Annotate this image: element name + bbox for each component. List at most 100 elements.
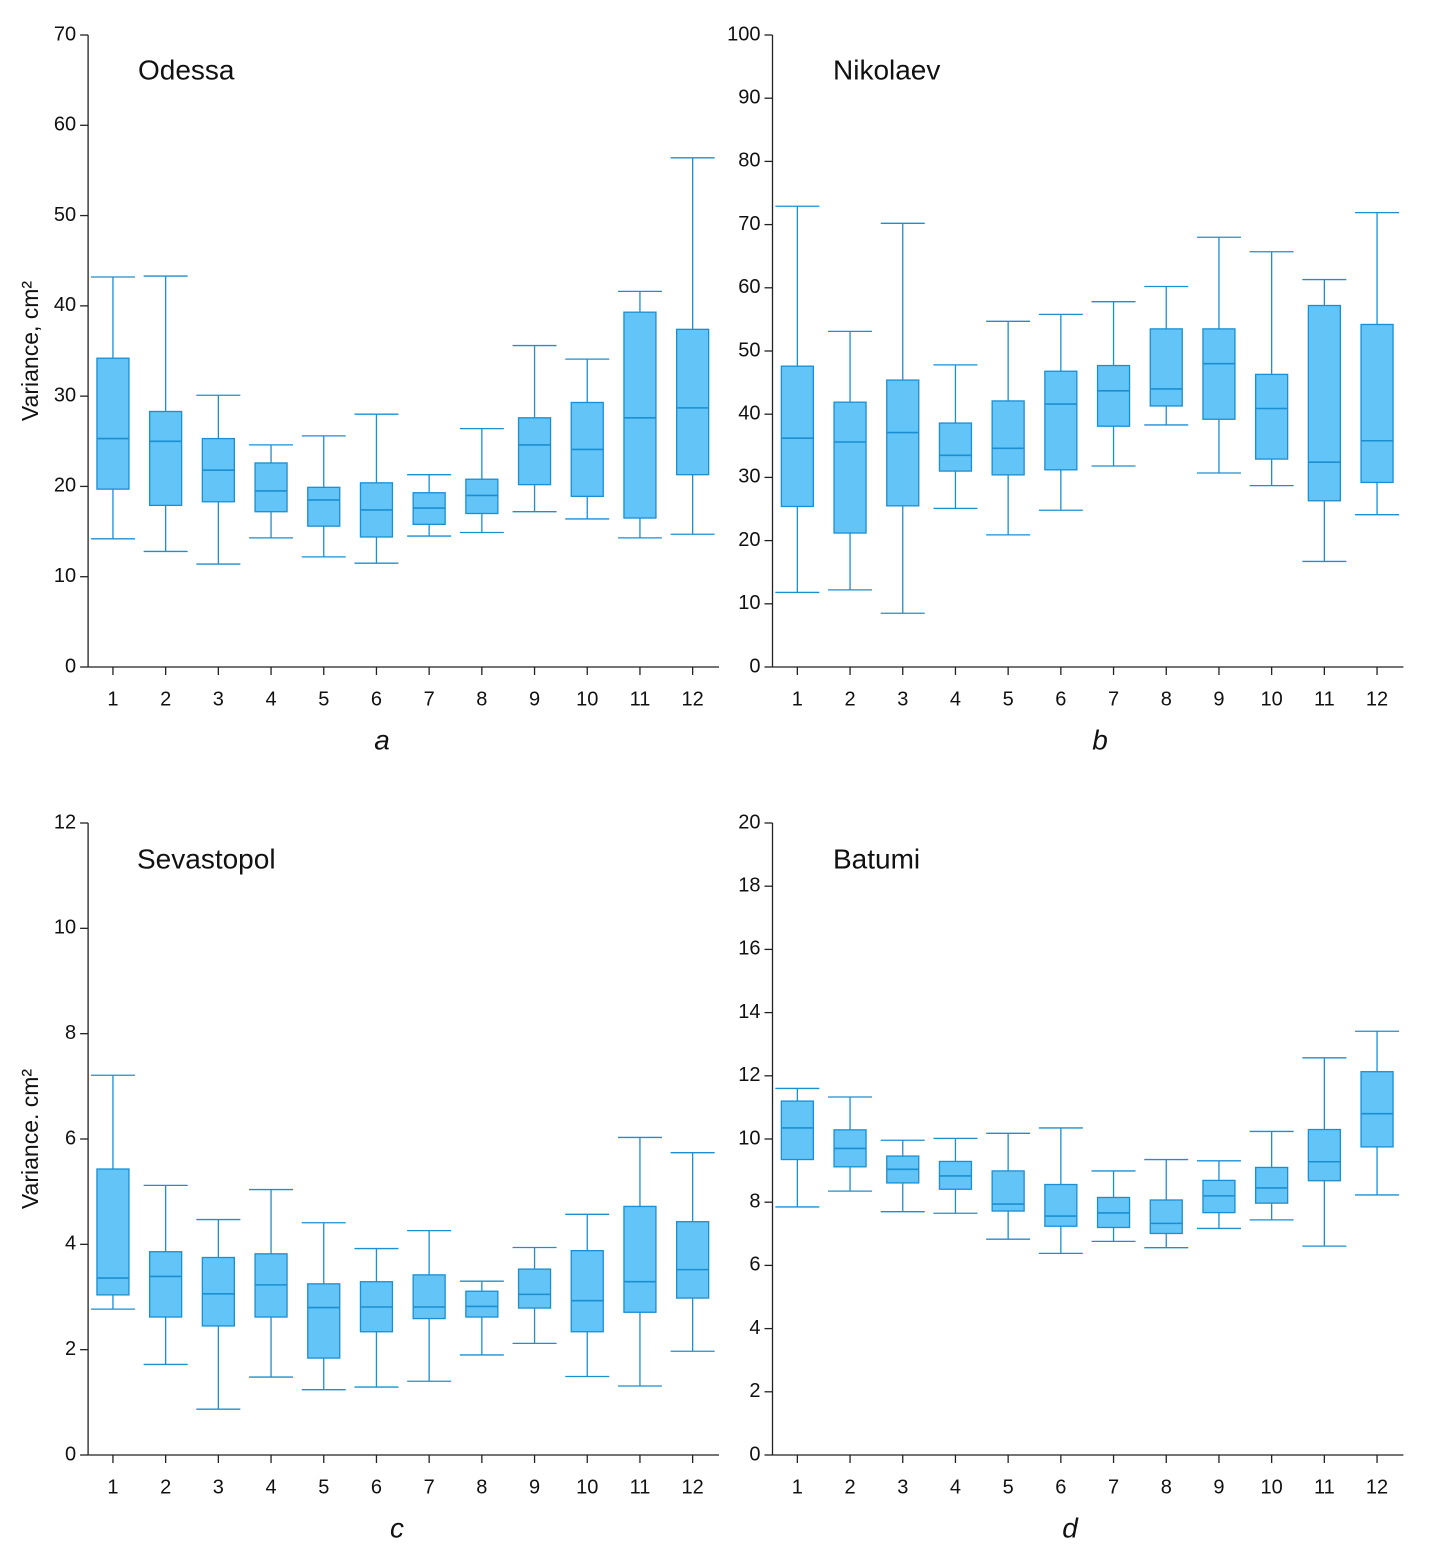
x-tick-label: 5 <box>1003 1476 1014 1498</box>
panel-label: d <box>1062 1512 1079 1543</box>
x-tick-label: 9 <box>1213 1476 1224 1498</box>
x-tick-label: 3 <box>897 1476 908 1498</box>
box <box>1255 1166 1289 1204</box>
y-tick-label: 16 <box>738 938 760 960</box>
y-tick-label: 40 <box>738 402 760 424</box>
y-tick-label: 12 <box>54 811 76 833</box>
x-tick-label: 5 <box>318 688 329 710</box>
panel-title: Odessa <box>138 54 235 85</box>
box <box>148 1251 183 1318</box>
box <box>517 417 552 486</box>
x-tick-label: 2 <box>160 688 171 710</box>
box <box>1149 1199 1183 1235</box>
box <box>1044 370 1078 471</box>
panel-label: a <box>374 724 390 755</box>
x-tick-label: 7 <box>1108 688 1119 710</box>
y-tick-label: 2 <box>65 1338 76 1360</box>
x-tick-label: 11 <box>630 688 651 710</box>
box <box>676 328 710 476</box>
x-tick-label: 12 <box>682 1476 704 1498</box>
box <box>1307 1128 1341 1182</box>
y-tick-label: 50 <box>54 204 76 226</box>
x-tick-label: 7 <box>424 1476 435 1498</box>
x-tick-label: 11 <box>630 1476 651 1498</box>
x-tick-label: 10 <box>1261 688 1283 710</box>
box <box>465 478 499 515</box>
x-tick-label: 7 <box>424 688 435 710</box>
box <box>938 422 973 472</box>
y-tick-label: 80 <box>738 150 760 172</box>
box <box>1360 1071 1394 1148</box>
box <box>254 462 288 513</box>
x-tick-label: 9 <box>529 1476 540 1498</box>
x-tick-label: 4 <box>265 1476 276 1498</box>
y-tick-label: 60 <box>738 276 760 298</box>
y-tick-label: 6 <box>749 1254 760 1276</box>
x-tick-label: 8 <box>476 688 487 710</box>
x-tick-label: 1 <box>792 688 803 710</box>
x-tick-label: 8 <box>1161 1476 1172 1498</box>
y-tick-label: 8 <box>749 1190 760 1212</box>
y-tick-label: 0 <box>65 1443 76 1465</box>
y-tick-label: 100 <box>727 23 760 45</box>
x-tick-label: 6 <box>371 688 382 710</box>
y-axis-label: Variance, cm² <box>17 281 43 422</box>
box <box>96 357 130 490</box>
y-tick-label: 8 <box>65 1022 76 1044</box>
y-tick-label: 10 <box>738 1127 760 1149</box>
x-tick-label: 4 <box>265 688 276 710</box>
box <box>412 1274 446 1320</box>
box <box>570 1250 604 1333</box>
y-axis-label: Variance. cm² <box>17 1069 43 1210</box>
x-tick-label: 6 <box>1055 688 1066 710</box>
y-tick-label: 50 <box>738 339 760 361</box>
box <box>1255 373 1289 460</box>
x-tick-label: 1 <box>792 1476 803 1498</box>
x-tick-label: 2 <box>160 1476 171 1498</box>
y-tick-label: 14 <box>738 1001 760 1023</box>
y-tick-label: 6 <box>65 1127 76 1149</box>
box <box>1360 323 1394 484</box>
y-tick-label: 90 <box>738 86 760 108</box>
y-tick-label: 2 <box>749 1380 760 1402</box>
x-tick-label: 9 <box>1213 688 1224 710</box>
x-tick-label: 12 <box>682 688 704 710</box>
x-tick-label: 2 <box>844 1476 855 1498</box>
panel-title: Batumi <box>833 843 920 874</box>
x-tick-label: 12 <box>1366 688 1388 710</box>
y-tick-label: 10 <box>54 565 76 587</box>
x-tick-label: 12 <box>1366 1476 1388 1498</box>
box <box>991 400 1025 476</box>
y-tick-label: 18 <box>738 874 760 896</box>
box <box>676 1221 710 1299</box>
x-tick-label: 5 <box>318 1476 329 1498</box>
x-tick-label: 10 <box>576 688 598 710</box>
x-tick-label: 11 <box>1314 688 1335 710</box>
x-tick-label: 3 <box>213 1476 224 1498</box>
panel-title: Sevastopol <box>137 843 276 874</box>
x-tick-label: 8 <box>1161 688 1172 710</box>
x-tick-label: 11 <box>1314 1476 1335 1498</box>
box <box>1202 328 1236 420</box>
box <box>886 379 920 507</box>
box <box>1149 328 1183 407</box>
x-tick-label: 6 <box>1055 1476 1066 1498</box>
panel-label: b <box>1092 724 1108 755</box>
panel-label: c <box>390 1512 404 1543</box>
box <box>201 1256 236 1327</box>
y-tick-label: 4 <box>749 1317 760 1339</box>
y-tick-label: 30 <box>54 384 76 406</box>
panel-title: Nikolaev <box>833 54 940 85</box>
x-tick-label: 2 <box>844 688 855 710</box>
box <box>517 1268 552 1309</box>
box <box>623 1205 657 1313</box>
y-tick-label: 10 <box>54 917 76 939</box>
box <box>1096 364 1131 427</box>
x-tick-label: 8 <box>476 1476 487 1498</box>
x-tick-label: 9 <box>529 688 540 710</box>
